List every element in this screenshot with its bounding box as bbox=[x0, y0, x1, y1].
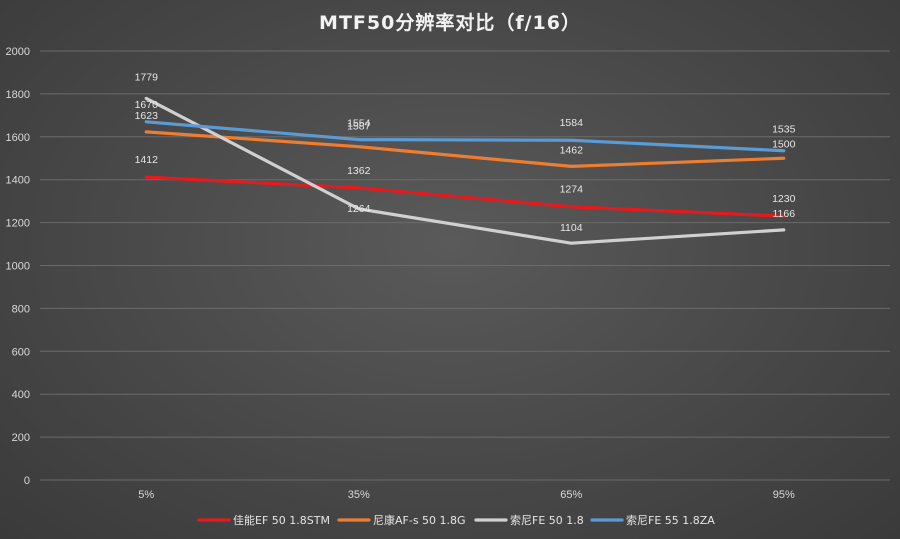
y-tick-label-400: 400 bbox=[12, 389, 30, 401]
data-label-1-3: 1500 bbox=[772, 138, 796, 150]
legend-label-3: 索尼FE 55 1.8ZA bbox=[626, 513, 715, 527]
legend-label-1: 尼康AF-s 50 1.8G bbox=[373, 513, 466, 527]
data-label-2-3: 1166 bbox=[772, 208, 795, 220]
y-tick-label-1200: 1200 bbox=[6, 218, 30, 230]
series-line-2 bbox=[144, 96, 786, 245]
x-tick-label-1: 35% bbox=[348, 489, 370, 501]
data-label-0-0: 1412 bbox=[135, 154, 159, 166]
data-label-3-3: 1535 bbox=[772, 124, 796, 136]
y-tick-label-800: 800 bbox=[12, 303, 30, 315]
data-label-3-1: 1587 bbox=[347, 121, 371, 133]
y-tick-label-2000: 2000 bbox=[6, 46, 30, 58]
data-label-1-0: 1623 bbox=[135, 110, 159, 122]
x-tick-label-2: 65% bbox=[560, 489, 582, 501]
data-label-3-2: 1584 bbox=[560, 117, 584, 129]
data-label-2-1: 1264 bbox=[347, 203, 371, 215]
chart-title: MTF50分辨率对比（f/16） bbox=[319, 12, 581, 34]
data-label-2-2: 1104 bbox=[560, 222, 583, 234]
data-label-2-0: 1779 bbox=[135, 71, 159, 83]
series-line-1 bbox=[144, 130, 786, 169]
legend-label-0: 佳能EF 50 1.8STM bbox=[233, 513, 330, 527]
y-tick-label-0: 0 bbox=[24, 475, 30, 487]
y-tick-label-1000: 1000 bbox=[6, 261, 30, 273]
data-label-1-1: 1554 bbox=[347, 118, 371, 130]
series-line-3 bbox=[144, 120, 786, 153]
data-label-3-0: 1670 bbox=[135, 99, 159, 111]
x-tick-label-3: 95% bbox=[773, 489, 795, 501]
legend-label-2: 索尼FE 50 1.8 bbox=[510, 513, 584, 527]
data-label-0-1: 1362 bbox=[347, 165, 371, 177]
y-tick-label-1800: 1800 bbox=[6, 89, 30, 101]
data-label-1-2: 1462 bbox=[560, 144, 584, 156]
y-tick-label-200: 200 bbox=[12, 432, 30, 444]
data-label-0-2: 1274 bbox=[560, 184, 584, 196]
y-tick-label-1600: 1600 bbox=[6, 132, 30, 144]
x-tick-label-0: 5% bbox=[138, 489, 154, 501]
series-line-0 bbox=[144, 175, 786, 218]
data-label-0-3: 1230 bbox=[772, 193, 796, 205]
y-tick-label-600: 600 bbox=[12, 346, 30, 358]
y-tick-label-1400: 1400 bbox=[6, 175, 30, 187]
